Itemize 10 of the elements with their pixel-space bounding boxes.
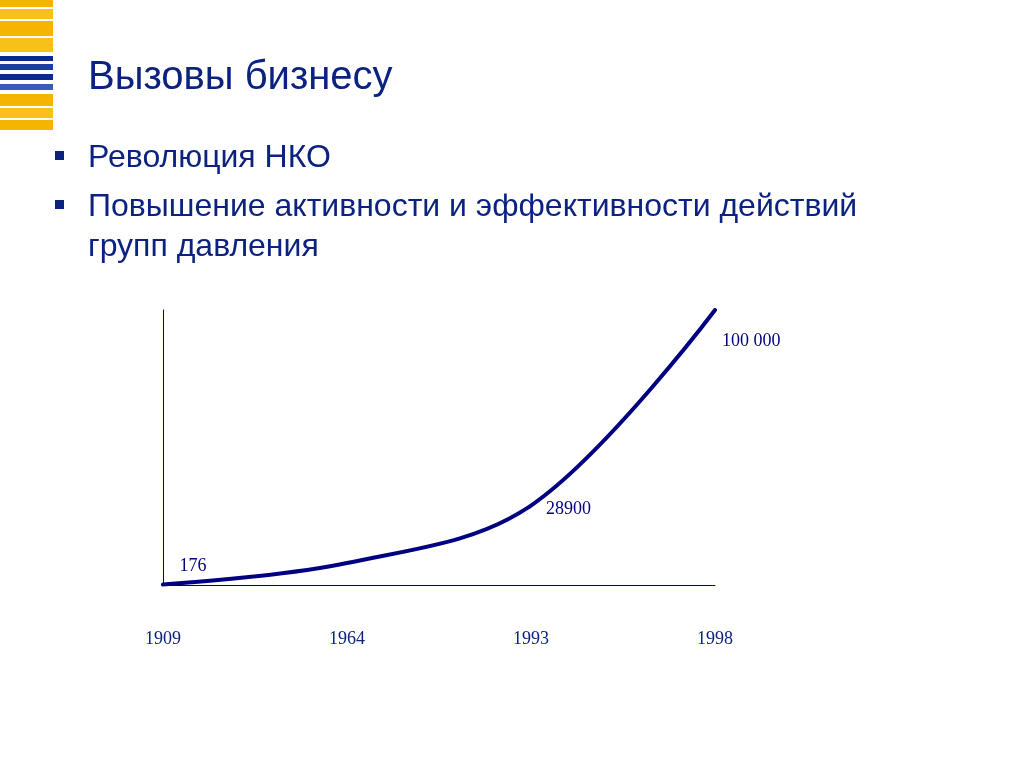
text: Повышение активности и эффективности действий групп давления — [88, 187, 858, 263]
x-tick-label: 1909 — [145, 628, 181, 648]
x-tick-label: 1993 — [513, 628, 549, 648]
text: Революция НКО — [88, 138, 331, 174]
x-tick-label: 1998 — [697, 628, 733, 648]
data-label: 176 — [179, 554, 207, 575]
data-label: 100 000 — [722, 330, 781, 350]
chart-title: Вызовы бизнесу — [88, 52, 393, 99]
x-tick-label: 1964 — [329, 628, 365, 648]
data-label: 28900 — [546, 497, 591, 518]
